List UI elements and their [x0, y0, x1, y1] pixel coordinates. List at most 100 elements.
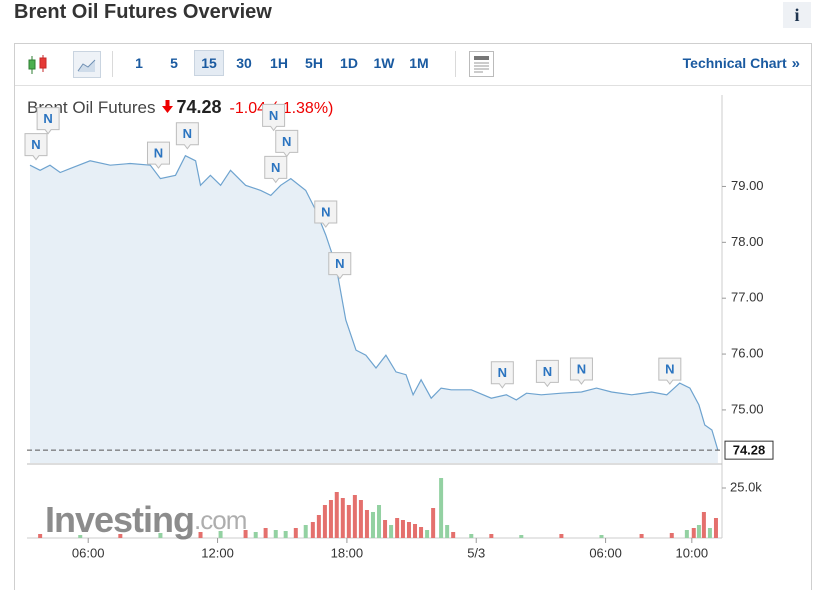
- news-marker-label: N: [282, 134, 291, 149]
- volume-bar: [310, 522, 315, 538]
- volume-bar: [158, 533, 163, 538]
- interval-button[interactable]: 1W: [373, 55, 395, 71]
- news-marker-label: N: [543, 364, 552, 379]
- x-tick-label: 18:00: [331, 545, 364, 560]
- volume-bar: [489, 534, 494, 538]
- x-tick-label: 12:00: [201, 545, 234, 560]
- volume-bar: [696, 525, 701, 538]
- price-area: [30, 155, 718, 463]
- icon-lines: [474, 62, 489, 73]
- volume-bar: [198, 532, 203, 538]
- page-title: Brent Oil Futures Overview: [14, 1, 272, 23]
- volume-bar: [469, 534, 474, 538]
- link-text[interactable]: Technical Chart: [682, 55, 787, 71]
- volume-bar: [451, 532, 456, 538]
- news-marker-label: N: [271, 160, 280, 175]
- news-marker-box: [328, 252, 352, 280]
- toolbar-separator: [112, 51, 113, 77]
- volume-bar: [322, 505, 327, 538]
- volume-bar: [431, 508, 436, 538]
- last-price-label: 74.28: [733, 443, 766, 458]
- interval-button[interactable]: 15: [194, 50, 224, 76]
- interval-button[interactable]: 5: [170, 55, 178, 71]
- volume-bar: [425, 530, 430, 538]
- news-marker-label: N: [321, 204, 330, 219]
- news-marker[interactable]: N: [264, 155, 288, 184]
- arrow-shape: [161, 100, 173, 113]
- volume-bar: [395, 518, 400, 538]
- icon-frame: [73, 51, 101, 78]
- interval-button[interactable]: 1M: [409, 55, 429, 71]
- volume-bar: [346, 505, 351, 538]
- area-icon[interactable]: [73, 51, 101, 78]
- y2-tick-label: 25.0k: [730, 479, 762, 494]
- price-line: [29, 154, 719, 451]
- icon-line: [77, 59, 96, 72]
- news-marker[interactable]: N: [658, 357, 682, 385]
- down-arrow: [161, 100, 173, 113]
- volume-bar: [707, 528, 712, 538]
- volume-bar: [293, 528, 298, 538]
- interval-button[interactable]: 30: [236, 55, 252, 71]
- news-marker[interactable]: N: [490, 361, 514, 389]
- info-icon[interactable]: i: [783, 2, 811, 28]
- volume-bar: [684, 530, 689, 538]
- y-tick-label: 76.00: [731, 345, 764, 360]
- y-tick-label: 79.00: [731, 178, 764, 193]
- news-marker-label: N: [498, 365, 507, 380]
- volume-bar: [370, 512, 375, 538]
- interval-button[interactable]: 5H: [305, 55, 323, 71]
- volume-bar: [669, 533, 674, 538]
- volume-bar: [383, 520, 388, 538]
- volume-bar: [419, 527, 424, 538]
- volume-bar: [358, 500, 363, 538]
- news-marker-box: [490, 361, 514, 389]
- volume-bar: [38, 534, 43, 538]
- volume-bar: [364, 510, 369, 538]
- volume-bar: [639, 534, 644, 538]
- volume-bar: [263, 528, 268, 538]
- volume-bar: [599, 535, 604, 538]
- news-marker-label: N: [335, 256, 344, 271]
- news-marker[interactable]: N: [328, 252, 352, 280]
- interval-button[interactable]: 1D: [340, 55, 358, 71]
- y-tick-label: 75.00: [731, 401, 764, 416]
- x-tick-label: 10:00: [676, 545, 709, 560]
- news-marker-box: [569, 357, 593, 385]
- candlestick-icon[interactable]: [26, 52, 50, 78]
- y-tick-label: 78.00: [731, 234, 764, 249]
- volume-bar: [118, 534, 123, 538]
- news-marker[interactable]: N: [535, 359, 559, 388]
- news-marker[interactable]: N: [36, 107, 60, 135]
- news-marker-label: N: [665, 362, 674, 377]
- news-marker-label: N: [154, 146, 163, 161]
- technical-chart-link[interactable]: Technical Chart»: [683, 55, 800, 72]
- news-marker-box: [24, 133, 48, 161]
- volume-bar: [701, 512, 706, 538]
- news-marker[interactable]: N: [262, 103, 286, 132]
- news-marker[interactable]: N: [175, 122, 199, 150]
- volume-bar: [691, 528, 696, 538]
- news-marker[interactable]: N: [569, 357, 593, 385]
- link-arrow[interactable]: »: [791, 55, 800, 72]
- news-marker-label: N: [43, 111, 52, 126]
- volume-bar: [713, 518, 718, 538]
- x-tick-label: 06:00: [72, 545, 105, 560]
- volume-bar: [389, 525, 394, 538]
- interval-button[interactable]: 1H: [270, 55, 288, 71]
- news-marker[interactable]: N: [146, 141, 170, 169]
- news-marker[interactable]: N: [24, 133, 48, 161]
- interval-button[interactable]: 1: [135, 55, 143, 71]
- news-icon[interactable]: [469, 51, 494, 77]
- news-marker-box: [146, 141, 170, 169]
- news-marker[interactable]: N: [275, 129, 299, 158]
- icon-bar: [474, 56, 489, 60]
- news-marker[interactable]: N: [314, 200, 338, 228]
- last-price-badge: [724, 440, 774, 460]
- toolbar-separator: [455, 51, 456, 77]
- volume-bar: [352, 495, 357, 538]
- y-tick-label: 77.00: [731, 290, 764, 305]
- icon-candle: [39, 57, 47, 69]
- interval-group: 1 5 15 30 1H 5H 1D 1W 1M: [124, 50, 439, 76]
